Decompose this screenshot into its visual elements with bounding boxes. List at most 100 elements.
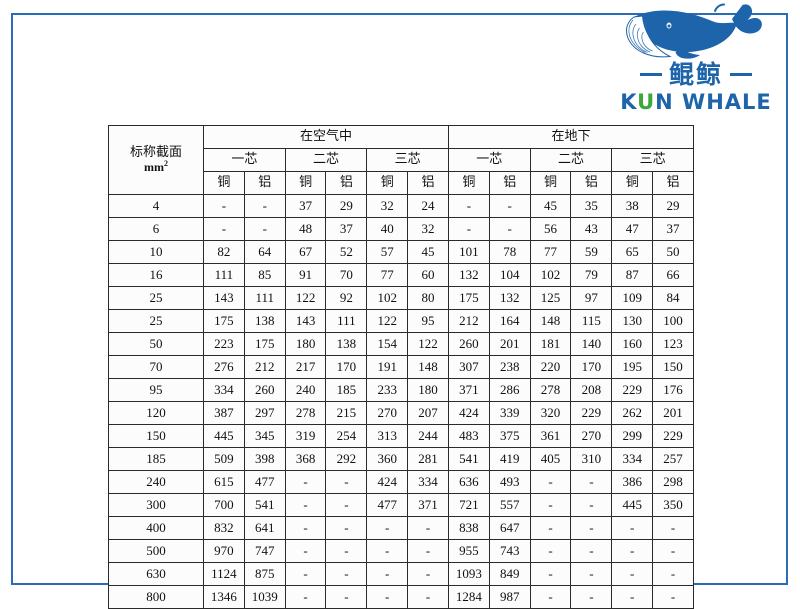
cell-value: 132 bbox=[447, 263, 490, 287]
metal-header-11: 铝 bbox=[652, 171, 694, 195]
cell-value: 122 bbox=[366, 309, 409, 333]
cell-value: 477 bbox=[366, 493, 409, 517]
cell-value: 181 bbox=[529, 332, 572, 356]
cell-value: 257 bbox=[652, 447, 694, 471]
table-row: 16 111 85 91 70 77 60 132 104 102 79 87 66 bbox=[108, 263, 694, 287]
cell-value: 87 bbox=[611, 263, 654, 287]
cell-value: 67 bbox=[284, 240, 327, 264]
cell-value: 38 bbox=[611, 194, 654, 218]
table-row: 70 276 212 217 170 191 148 307 238 220 170 195 150 bbox=[108, 355, 694, 379]
cell-value: - bbox=[570, 493, 613, 517]
cell-value: 509 bbox=[203, 447, 245, 471]
cell-value: - bbox=[407, 585, 449, 609]
cell-value: 445 bbox=[611, 493, 654, 517]
core-header-air-3: 三芯 bbox=[366, 148, 449, 172]
cell-value: 78 bbox=[488, 240, 531, 264]
cell-value: 743 bbox=[488, 539, 531, 563]
table-row: 4- -37 29 32 24- -45 35 38 29 bbox=[108, 194, 694, 218]
cell-value: - bbox=[529, 493, 572, 517]
cell-value: 138 bbox=[243, 309, 286, 333]
cell-value: 92 bbox=[325, 286, 368, 310]
group-header-in-air: 在空气中 bbox=[203, 125, 449, 149]
cell-value: - bbox=[570, 562, 613, 586]
cell-value: 1124 bbox=[203, 562, 245, 586]
cell-value: 292 bbox=[325, 447, 368, 471]
cell-value: 154 bbox=[366, 332, 409, 356]
cell-value: 212 bbox=[243, 355, 286, 379]
table-row: 25 175 138 143 111 122 95 212 164 148 115 130 100 bbox=[108, 309, 694, 333]
cell-value: - bbox=[529, 516, 572, 540]
cell-value: 45 bbox=[529, 194, 572, 218]
cell-value: 138 bbox=[325, 332, 368, 356]
logo-dash-right bbox=[730, 73, 752, 76]
cell-value: 180 bbox=[284, 332, 327, 356]
table-row: 800 1346 1039- - - -1284 987- - - - bbox=[108, 585, 694, 609]
whale-icon bbox=[625, 3, 762, 59]
cell-value: 220 bbox=[529, 355, 572, 379]
cell-value: 368 bbox=[284, 447, 327, 471]
header-row-metals: 铜铝铜铝铜铝铜铝铜铝铜铝 bbox=[109, 171, 694, 195]
cable-ampacity-table: 标称截面 mm2 在空气中 在地下 一芯 二芯 三芯 一芯 二芯 三芯 铜铝铜铝… bbox=[108, 125, 695, 609]
cell-value: - bbox=[488, 194, 531, 218]
cell-nominal-section: 16 bbox=[108, 263, 204, 287]
cell-value: 84 bbox=[652, 286, 694, 310]
cell-value: - bbox=[611, 539, 654, 563]
cell-value: 350 bbox=[652, 493, 694, 517]
table-row: 500 970 747- - - -955 743- - - - bbox=[108, 539, 694, 563]
cell-value: - bbox=[529, 470, 572, 494]
cell-value: 270 bbox=[366, 401, 409, 425]
metal-header-5: 铝 bbox=[407, 171, 449, 195]
cell-value: 29 bbox=[325, 194, 368, 218]
cable-ampacity-table-container: 标称截面 mm2 在空气中 在地下 一芯 二芯 三芯 一芯 二芯 三芯 铜铝铜铝… bbox=[108, 125, 695, 609]
unit-base: mm bbox=[144, 160, 164, 175]
cell-value: 493 bbox=[488, 470, 531, 494]
cell-nominal-section: 70 bbox=[108, 355, 204, 379]
group-header-underground: 在地下 bbox=[447, 125, 695, 149]
cell-value: 185 bbox=[325, 378, 368, 402]
metal-header-10: 铜 bbox=[611, 171, 654, 195]
cell-value: 201 bbox=[488, 332, 531, 356]
cell-value: - bbox=[284, 470, 327, 494]
unit-exponent: 2 bbox=[164, 159, 168, 169]
cell-value: - bbox=[570, 585, 613, 609]
cell-nominal-section: 630 bbox=[108, 562, 204, 586]
cell-value: 641 bbox=[243, 516, 286, 540]
cell-value: 208 bbox=[570, 378, 613, 402]
cell-value: 109 bbox=[611, 286, 654, 310]
cell-value: 64 bbox=[243, 240, 286, 264]
cell-value: 60 bbox=[407, 263, 449, 287]
cell-value: 387 bbox=[203, 401, 245, 425]
cell-value: 122 bbox=[407, 332, 449, 356]
cell-value: 37 bbox=[652, 217, 694, 241]
cell-value: 97 bbox=[570, 286, 613, 310]
cell-value: 170 bbox=[325, 355, 368, 379]
cell-value: - bbox=[203, 217, 245, 241]
metal-header-7: 铝 bbox=[488, 171, 531, 195]
metal-header-0: 铜 bbox=[203, 171, 245, 195]
logo-chinese-name: 鲲鲸 bbox=[668, 60, 723, 89]
cell-value: 371 bbox=[407, 493, 449, 517]
cell-nominal-section: 240 bbox=[108, 470, 204, 494]
cell-value: 299 bbox=[611, 424, 654, 448]
cell-value: 80 bbox=[407, 286, 449, 310]
cell-value: 125 bbox=[529, 286, 572, 310]
cell-value: 175 bbox=[447, 286, 490, 310]
cell-value: - bbox=[652, 562, 694, 586]
cell-value: 111 bbox=[203, 263, 245, 287]
header-row-group: 标称截面 mm2 在空气中 在地下 bbox=[108, 125, 695, 195]
cell-value: - bbox=[203, 194, 245, 218]
cell-value: 150 bbox=[652, 355, 694, 379]
core-header-ug-3: 三芯 bbox=[611, 148, 694, 172]
cell-value: - bbox=[407, 539, 449, 563]
logo-dash-left bbox=[639, 73, 662, 76]
cell-value: - bbox=[325, 562, 368, 586]
cell-value: 483 bbox=[447, 424, 490, 448]
cell-value: 233 bbox=[366, 378, 409, 402]
cell-value: 313 bbox=[366, 424, 409, 448]
cell-value: - bbox=[652, 516, 694, 540]
cell-value: 102 bbox=[529, 263, 572, 287]
cell-nominal-section: 6 bbox=[108, 217, 204, 241]
cell-value: 229 bbox=[611, 378, 654, 402]
cell-value: 310 bbox=[570, 447, 613, 471]
cell-value: 286 bbox=[488, 378, 531, 402]
